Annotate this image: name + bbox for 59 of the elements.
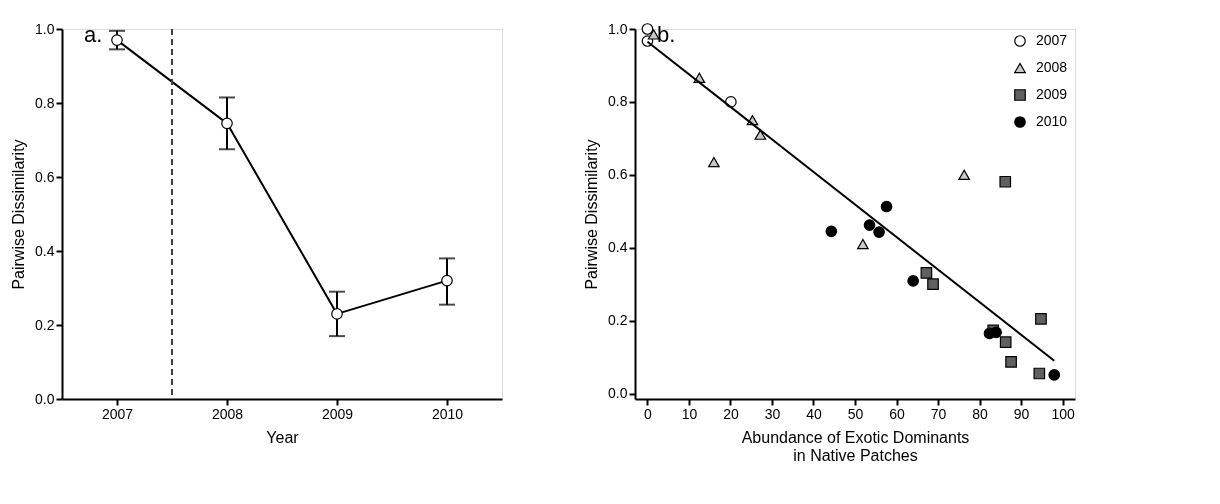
- y-tick-label: 1.0: [608, 20, 628, 37]
- x-tick-label: 40: [806, 405, 822, 422]
- point: [880, 200, 893, 213]
- x-tick-label: 70: [930, 405, 947, 422]
- point: [641, 23, 654, 35]
- y-tick-label: 0.8: [608, 93, 628, 110]
- y-tick-label: 0.8: [35, 94, 55, 111]
- legend-label: 2007: [1036, 32, 1068, 48]
- x-tick-label: 60: [889, 405, 906, 422]
- y-tick-label: 0.6: [608, 166, 628, 183]
- y-tick-label: 1.0: [35, 20, 55, 37]
- point: [708, 156, 720, 168]
- y-tick-label: 0.0: [35, 390, 55, 407]
- legend-label: 2008: [1036, 59, 1068, 75]
- x-tick-label: 50: [847, 405, 864, 422]
- x-tick-label: 30: [764, 405, 781, 422]
- point: [863, 219, 876, 231]
- annotation: a.: [84, 22, 103, 47]
- point: [331, 308, 343, 320]
- point: [1033, 367, 1046, 380]
- y-tick-label: 0.4: [35, 242, 55, 259]
- legend-label: 2009: [1036, 86, 1068, 102]
- point: [1048, 369, 1061, 381]
- y-axis-title: Pairwise Dissimilarity: [583, 139, 601, 290]
- x-tick-label: 2010: [431, 405, 464, 422]
- y-axis-title: Pairwise Dissimilarity: [10, 139, 28, 290]
- point: [111, 34, 123, 46]
- y-tick-label: 0.0: [608, 385, 628, 402]
- y-tick-label: 0.2: [35, 316, 55, 333]
- x-tick-label: 90: [1013, 405, 1030, 422]
- point: [754, 129, 767, 140]
- x-tick-label: 2008: [211, 405, 244, 422]
- point: [920, 267, 933, 279]
- point: [825, 225, 838, 238]
- point: [221, 117, 233, 130]
- x-tick-label: 80: [972, 405, 989, 422]
- point: [999, 175, 1012, 188]
- point: [907, 275, 919, 287]
- point: [441, 274, 453, 287]
- x-tick-label: 100: [1051, 405, 1075, 422]
- x-tick-label: 0: [644, 405, 653, 422]
- point: [1035, 312, 1047, 325]
- x-axis-title: Abundance of Exotic Dominants in Native Patches: [741, 428, 970, 464]
- x-tick-label: 2007: [101, 405, 134, 422]
- point: [999, 336, 1012, 348]
- x-axis-title: Year: [266, 428, 300, 446]
- point: [1005, 355, 1017, 368]
- point: [927, 278, 939, 291]
- legend-label: 2010: [1036, 113, 1068, 129]
- annotation: b.: [657, 22, 676, 47]
- x-tick-label: 20: [723, 405, 739, 422]
- y-tick-label: 0.4: [608, 239, 628, 256]
- x-tick-label: 2009: [321, 405, 354, 422]
- point: [873, 226, 885, 238]
- y-tick-label: 0.2: [608, 312, 628, 329]
- x-tick-label: 10: [681, 405, 698, 422]
- point: [857, 238, 869, 250]
- point: [958, 169, 971, 180]
- y-tick-label: 0.6: [35, 168, 55, 185]
